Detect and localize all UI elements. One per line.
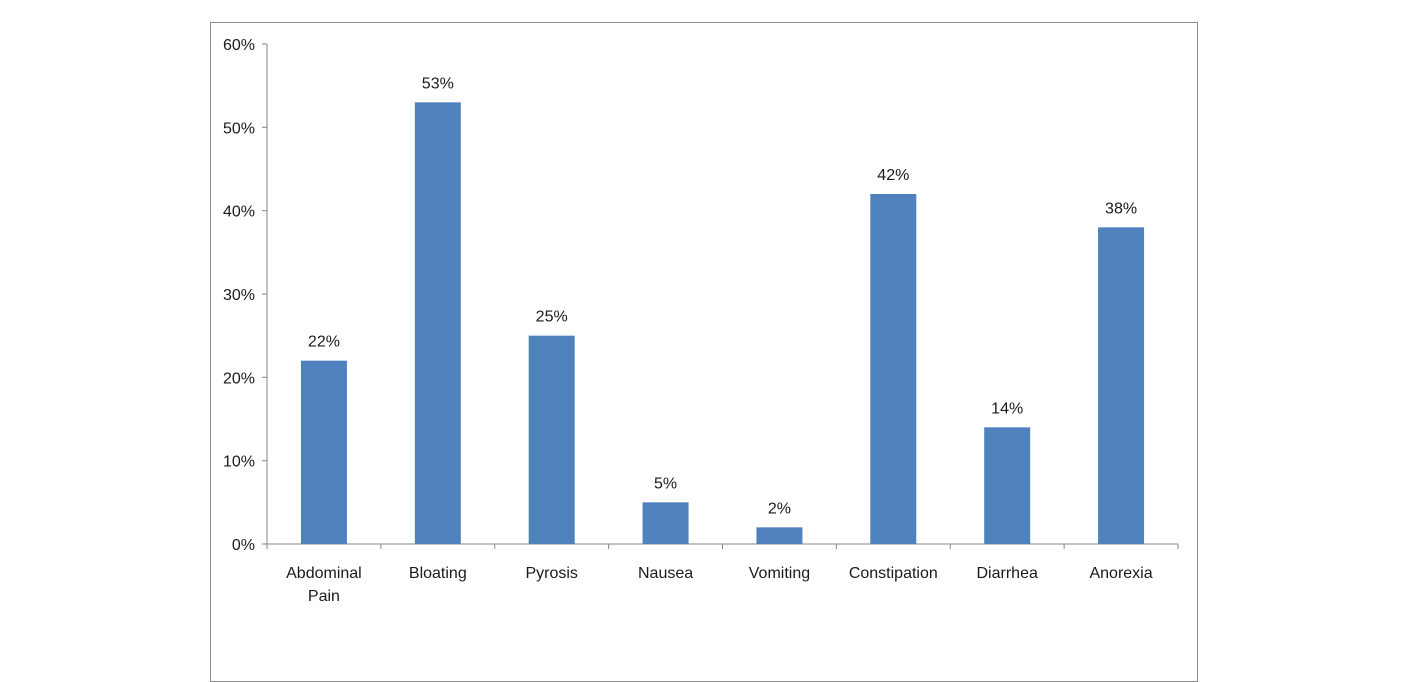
x-category-label-line: Vomiting	[749, 565, 810, 582]
x-category-label: Constipation	[849, 565, 938, 582]
x-category-label-line: Anorexia	[1089, 565, 1152, 582]
bar-constipation	[870, 194, 917, 544]
x-category-label: Diarrhea	[977, 565, 1038, 582]
data-label: 22%	[308, 334, 340, 351]
labels: 0% 10% 20% 30% 40% 50% 60% 22% Abdominal Pain 53% B…	[223, 37, 1153, 605]
x-category-label: Vomiting	[749, 565, 810, 582]
bars	[300, 102, 1145, 545]
bar-chart: 0% 10% 20% 30% 40% 50% 60% 22% Abdominal Pain 53% B…	[223, 37, 1179, 605]
y-tick-label: 50%	[223, 120, 255, 137]
x-category-label: Anorexia	[1089, 565, 1152, 582]
axes	[262, 43, 1179, 549]
y-tick-label: 40%	[223, 204, 255, 221]
data-label: 2%	[768, 500, 791, 517]
bar-nausea	[642, 502, 689, 544]
x-category-label-line: Abdominal	[286, 565, 362, 582]
x-category-label: Pyrosis	[525, 565, 577, 582]
x-category-label-line: Pyrosis	[525, 565, 577, 582]
data-label: 42%	[877, 167, 909, 184]
x-category-label: Nausea	[638, 565, 693, 582]
bar-pyrosis	[528, 335, 575, 544]
bar-anorexia	[1098, 227, 1145, 545]
x-category-label: Bloating	[409, 565, 467, 582]
x-category-label-line: Diarrhea	[977, 565, 1038, 582]
y-tick-label: 20%	[223, 370, 255, 387]
x-category-label: Abdominal Pain	[286, 565, 362, 605]
x-category-label-line: Constipation	[849, 565, 938, 582]
bar-bloating	[414, 102, 461, 544]
y-tick-label: 30%	[223, 287, 255, 304]
x-category-label-line: Pain	[308, 588, 340, 605]
data-label: 14%	[991, 400, 1023, 417]
y-tick-label: 60%	[223, 37, 255, 54]
data-label: 5%	[654, 475, 677, 492]
bar-diarrhea	[984, 427, 1031, 544]
bar-abdominal-pain	[300, 360, 347, 544]
bar-vomiting	[756, 527, 803, 544]
y-tick-label: 0%	[232, 537, 255, 554]
data-label: 53%	[422, 75, 454, 92]
chart-area	[210, 22, 1198, 682]
x-category-label-line: Nausea	[638, 565, 693, 582]
x-category-label-line: Bloating	[409, 565, 467, 582]
data-label: 25%	[536, 309, 568, 326]
y-tick-label: 10%	[223, 454, 255, 471]
data-label: 38%	[1105, 200, 1137, 217]
